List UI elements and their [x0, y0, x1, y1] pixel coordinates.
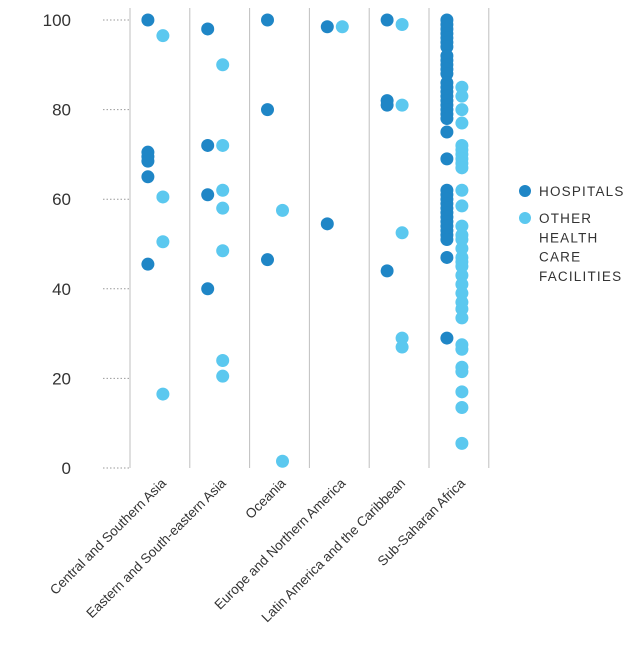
- other-facility-point: [455, 311, 469, 325]
- other-facility-point: [455, 277, 469, 291]
- legend-other-label-line: OTHER: [539, 211, 592, 226]
- other-facility-point: [395, 226, 409, 240]
- data-points: [141, 13, 469, 468]
- other-facility-point: [455, 302, 469, 316]
- other-facility-point: [455, 259, 469, 273]
- other-facility-point: [455, 219, 469, 233]
- other-facility-point: [455, 436, 469, 450]
- other-facility-point: [455, 268, 469, 282]
- y-tick-label: 40: [52, 280, 71, 299]
- hospital-point: [141, 257, 155, 271]
- hospital-point: [141, 154, 155, 168]
- other-facility-point: [455, 401, 469, 415]
- y-tick-label: 60: [52, 190, 71, 209]
- other-facility-point: [216, 183, 230, 197]
- other-facility-point: [455, 161, 469, 175]
- other-facility-point: [216, 58, 230, 72]
- legend-other-label: OTHER HEALTH CARE FACILITIES: [539, 211, 622, 284]
- legend: HOSPITALS OTHER HEALTH CARE FACILITIES: [519, 184, 625, 284]
- hospital-point: [440, 331, 454, 345]
- y-tick-label: 0: [62, 459, 71, 478]
- hospital-point: [440, 40, 454, 54]
- hospital-point: [440, 112, 454, 126]
- other-facility-point: [335, 20, 349, 34]
- hospital-point: [440, 250, 454, 264]
- other-facility-point: [395, 17, 409, 31]
- hospital-point: [201, 22, 215, 36]
- legend-other-label-line: HEALTH: [539, 230, 598, 245]
- other-facility-point: [276, 203, 289, 217]
- other-facility-point: [156, 29, 170, 43]
- hospital-point: [380, 13, 394, 27]
- hospital-point: [201, 282, 215, 296]
- hospital-point: [261, 253, 274, 267]
- other-facility-point: [156, 235, 170, 249]
- other-facility-point: [455, 199, 469, 213]
- other-facility-point: [395, 331, 409, 345]
- hospital-point: [440, 233, 454, 247]
- hospital-point: [380, 264, 394, 278]
- y-tick-label: 100: [43, 11, 71, 30]
- other-facility-point: [455, 103, 469, 117]
- other-facility-point: [395, 98, 409, 112]
- other-facility-point: [455, 365, 469, 379]
- legend-hospitals-swatch: [519, 185, 531, 197]
- hospital-point: [320, 217, 334, 231]
- other-facility-point: [216, 201, 230, 215]
- y-tick-label: 80: [52, 101, 71, 120]
- other-facility-point: [216, 369, 230, 383]
- category-label: Central and Southern Asia: [47, 475, 169, 597]
- other-facility-point: [395, 340, 409, 354]
- hospital-point: [320, 20, 334, 34]
- hospital-point: [440, 125, 454, 139]
- hospital-point: [261, 103, 274, 117]
- hospital-point: [440, 67, 454, 81]
- other-facility-point: [455, 89, 469, 103]
- other-facility-point: [216, 353, 230, 367]
- other-facility-point: [156, 387, 170, 401]
- other-facility-point: [455, 241, 469, 255]
- hospital-point: [141, 13, 155, 27]
- other-facility-point: [276, 454, 289, 468]
- hospital-point: [201, 188, 215, 202]
- legend-other-swatch: [519, 212, 531, 224]
- other-facility-point: [455, 116, 469, 130]
- y-axis: 0 20 40 60 80 100: [43, 11, 129, 478]
- category-dividers: [129, 8, 490, 468]
- legend-hospitals-label: HOSPITALS: [539, 184, 625, 199]
- hospital-point: [261, 13, 274, 27]
- y-tick-label: 20: [52, 369, 71, 388]
- other-facility-point: [455, 385, 469, 399]
- legend-other-label-line: CARE: [539, 250, 581, 265]
- other-facility-point: [216, 138, 230, 152]
- hospital-point: [141, 170, 155, 184]
- other-facility-point: [455, 183, 469, 197]
- other-facility-point: [455, 80, 469, 94]
- category-label: Oceania: [242, 475, 289, 522]
- hospital-point: [440, 152, 454, 166]
- other-facility-point: [455, 286, 469, 300]
- hospital-point: [380, 98, 394, 112]
- hospital-point: [201, 138, 215, 152]
- other-facility-point: [455, 342, 469, 356]
- other-facility-point: [216, 244, 230, 258]
- other-facility-point: [156, 190, 170, 204]
- legend-other-label-line: FACILITIES: [539, 269, 622, 284]
- other-facility-point: [455, 233, 469, 247]
